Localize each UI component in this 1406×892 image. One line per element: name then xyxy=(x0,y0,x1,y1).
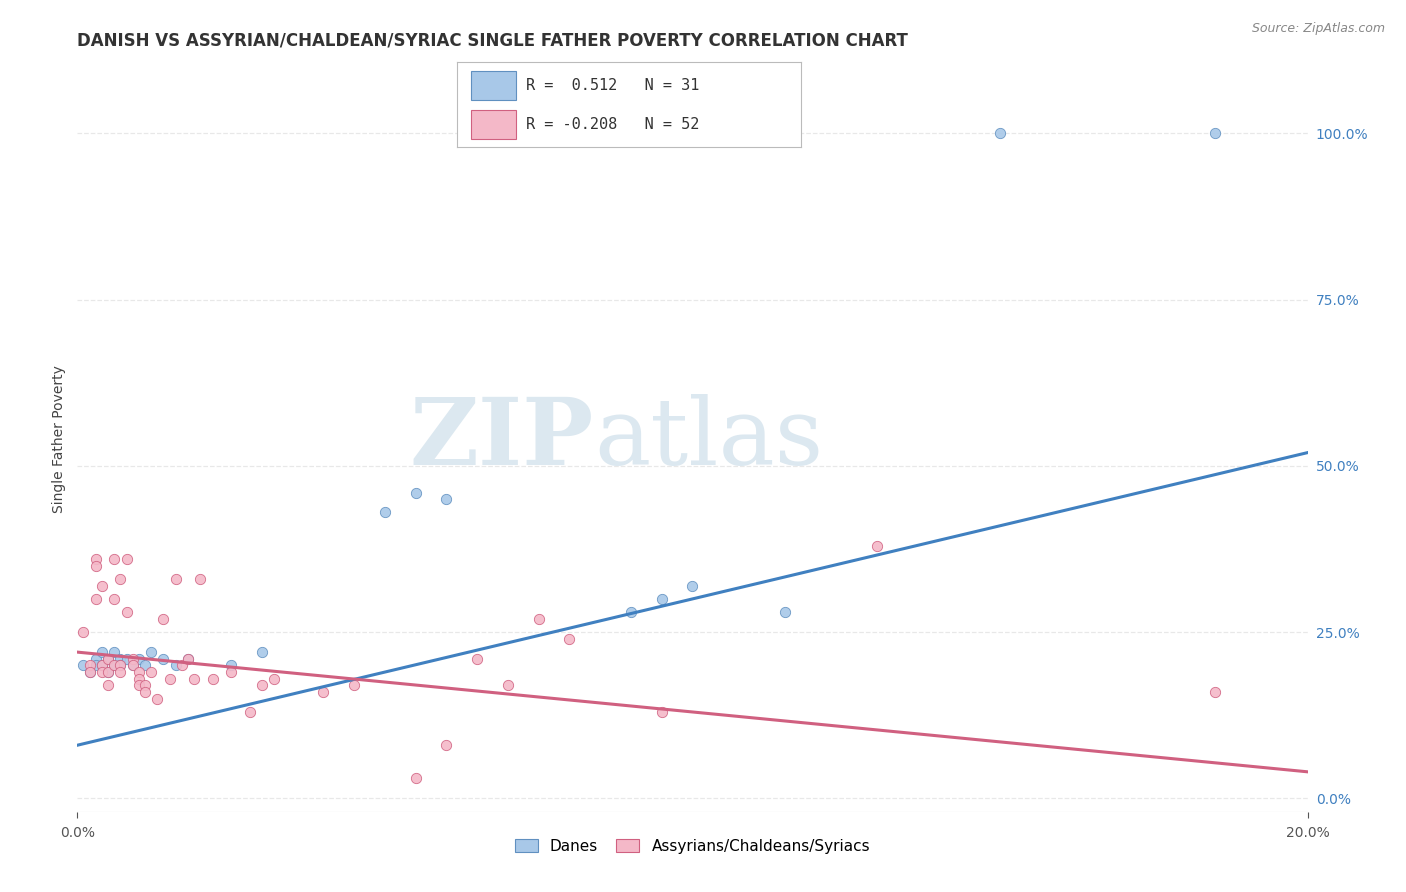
Point xyxy=(90,645,114,659)
Point xyxy=(115,652,138,666)
Point xyxy=(110,572,132,586)
Point xyxy=(84,652,107,666)
Point xyxy=(141,645,163,659)
Point xyxy=(110,658,132,673)
Point xyxy=(97,678,120,692)
Point xyxy=(183,672,205,686)
Point xyxy=(103,552,125,566)
Point xyxy=(496,678,519,692)
Point xyxy=(90,665,114,679)
Point xyxy=(128,672,150,686)
Point xyxy=(988,127,1011,141)
Text: R =  0.512   N = 31: R = 0.512 N = 31 xyxy=(526,78,699,93)
Point xyxy=(110,652,132,666)
Point xyxy=(146,691,169,706)
Point xyxy=(90,658,114,673)
Point xyxy=(79,665,101,679)
Point xyxy=(72,625,94,640)
Text: R = -0.208   N = 52: R = -0.208 N = 52 xyxy=(526,117,699,132)
Point xyxy=(84,591,107,606)
Point xyxy=(165,572,187,586)
Point xyxy=(250,645,273,659)
Point xyxy=(773,605,796,619)
Point xyxy=(343,678,366,692)
Point xyxy=(90,658,114,673)
Point xyxy=(103,591,125,606)
Point xyxy=(128,665,150,679)
Point xyxy=(1204,127,1226,141)
Point xyxy=(128,652,150,666)
Point xyxy=(110,658,132,673)
Point xyxy=(90,579,114,593)
Point xyxy=(79,665,101,679)
Text: DANISH VS ASSYRIAN/CHALDEAN/SYRIAC SINGLE FATHER POVERTY CORRELATION CHART: DANISH VS ASSYRIAN/CHALDEAN/SYRIAC SINGL… xyxy=(77,31,908,49)
Point xyxy=(866,539,889,553)
Point xyxy=(188,572,212,586)
Point xyxy=(128,678,150,692)
Point xyxy=(1204,685,1226,699)
Point xyxy=(219,658,242,673)
Point xyxy=(79,658,101,673)
Point xyxy=(651,591,673,606)
Point xyxy=(405,485,427,500)
Point xyxy=(436,492,458,507)
Point xyxy=(121,652,143,666)
Point xyxy=(558,632,581,646)
Point xyxy=(201,672,224,686)
Legend: Danes, Assyrians/Chaldeans/Syriacs: Danes, Assyrians/Chaldeans/Syriacs xyxy=(509,832,876,860)
Point xyxy=(97,665,120,679)
Point xyxy=(177,652,200,666)
Point xyxy=(527,612,550,626)
Point xyxy=(170,658,193,673)
Point xyxy=(177,652,200,666)
Text: atlas: atlas xyxy=(595,394,824,484)
Point xyxy=(159,672,181,686)
Point xyxy=(152,652,174,666)
Point xyxy=(165,658,187,673)
Point xyxy=(374,506,396,520)
FancyBboxPatch shape xyxy=(471,110,516,139)
Point xyxy=(465,652,488,666)
Point xyxy=(134,685,156,699)
Point xyxy=(219,665,242,679)
Point xyxy=(84,552,107,566)
Point xyxy=(436,738,458,752)
Point xyxy=(134,658,156,673)
Point xyxy=(115,605,138,619)
Point xyxy=(239,705,262,719)
Y-axis label: Single Father Poverty: Single Father Poverty xyxy=(52,366,66,513)
Point xyxy=(103,658,125,673)
Point xyxy=(84,658,107,673)
Point xyxy=(152,612,174,626)
Point xyxy=(97,665,120,679)
Point xyxy=(110,665,132,679)
Point xyxy=(312,685,335,699)
Point xyxy=(115,552,138,566)
Point xyxy=(134,678,156,692)
Point xyxy=(103,645,125,659)
Point xyxy=(620,605,643,619)
Point xyxy=(651,705,673,719)
Point xyxy=(263,672,285,686)
Point xyxy=(103,658,125,673)
Point xyxy=(682,579,704,593)
Point xyxy=(84,558,107,573)
Point xyxy=(97,652,120,666)
Point xyxy=(141,665,163,679)
FancyBboxPatch shape xyxy=(471,71,516,100)
Text: Source: ZipAtlas.com: Source: ZipAtlas.com xyxy=(1251,22,1385,36)
Point xyxy=(72,658,94,673)
Point xyxy=(97,652,120,666)
Point xyxy=(405,772,427,786)
Point xyxy=(250,678,273,692)
Point xyxy=(121,658,143,673)
Point xyxy=(121,658,143,673)
Text: ZIP: ZIP xyxy=(409,394,595,484)
